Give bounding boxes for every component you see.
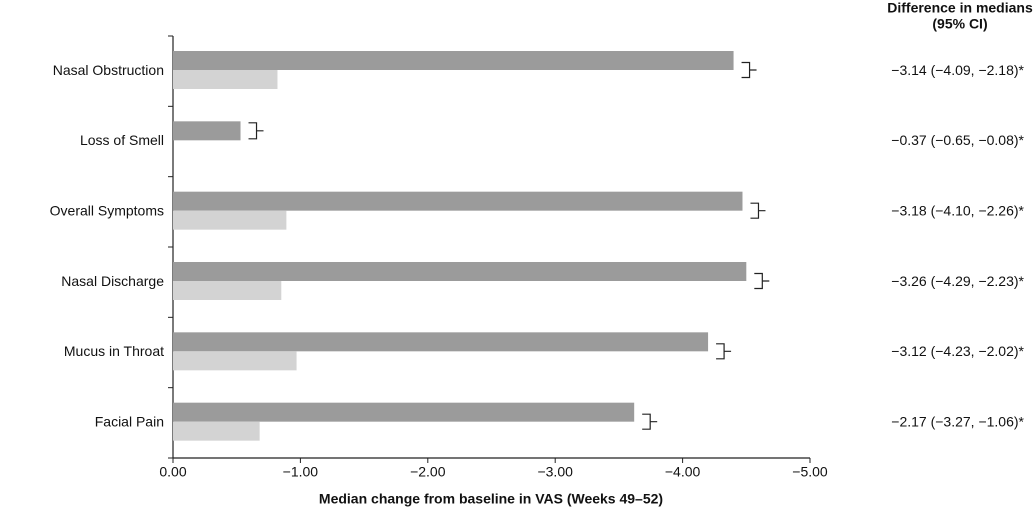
x-tick-label: −5.00 xyxy=(792,464,828,480)
difference-header: Difference in medians xyxy=(887,0,1033,16)
ci-bracket xyxy=(750,202,766,219)
y-tick-label: Overall Symptoms xyxy=(50,203,164,219)
difference-label: −2.17 (−3.27, −1.06)* xyxy=(891,414,1024,430)
bar xyxy=(173,402,635,422)
bar xyxy=(173,121,241,141)
ci-bracket xyxy=(642,413,658,430)
ci-bracket xyxy=(716,343,732,360)
x-tick-label: −2.00 xyxy=(410,464,446,480)
y-tick-label: Nasal Discharge xyxy=(61,273,164,289)
bar xyxy=(173,51,734,70)
bar xyxy=(173,421,260,441)
difference-label: −3.18 (−4.10, −2.26)* xyxy=(891,203,1024,219)
x-tick-label: −1.00 xyxy=(283,464,319,480)
y-tick-label: Loss of Smell xyxy=(80,132,164,148)
bar xyxy=(173,351,297,371)
difference-label: −3.12 (−4.23, −2.02)* xyxy=(891,343,1024,359)
bar xyxy=(173,281,282,300)
x-tick-label: −3.00 xyxy=(537,464,573,480)
bar xyxy=(173,191,743,211)
ci-bracket xyxy=(741,61,757,79)
y-tick-label: Facial Pain xyxy=(95,414,164,430)
bar xyxy=(173,332,709,352)
bar xyxy=(173,70,278,89)
bar xyxy=(173,210,287,230)
y-tick-label: Mucus in Throat xyxy=(64,343,164,359)
difference-header: (95% CI) xyxy=(932,16,987,32)
difference-label: −3.14 (−4.09, −2.18)* xyxy=(891,62,1024,78)
ci-bracket xyxy=(248,122,264,140)
ci-bracket xyxy=(754,272,770,290)
difference-label: −0.37 (−0.65, −0.08)* xyxy=(891,132,1024,148)
x-tick-label: −4.00 xyxy=(665,464,701,480)
bar xyxy=(173,262,747,281)
y-tick-label: Nasal Obstruction xyxy=(53,62,164,78)
x-tick-label: 0.00 xyxy=(159,464,186,480)
x-axis-label: Median change from baseline in VAS (Week… xyxy=(319,491,663,507)
difference-label: −3.26 (−4.29, −2.23)* xyxy=(891,273,1024,289)
